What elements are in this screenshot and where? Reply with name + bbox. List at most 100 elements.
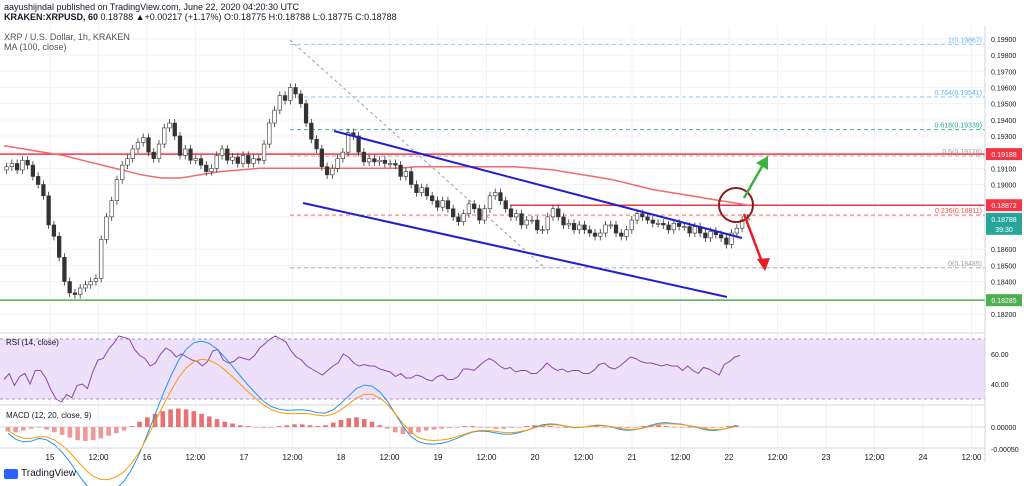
fibonacci-levels: 1(0.19867) 0.764(0.19541) 0.618(0.19339) 0.… (290, 37, 985, 269)
quote-text: 0.18788 ▲+0.00217 (+1.17%) O:0.18775 H:0… (100, 12, 397, 22)
candle-body (529, 219, 535, 222)
candle-body (83, 284, 88, 289)
macd-histogram-bar (292, 424, 297, 427)
macd-histogram-bar (687, 427, 692, 428)
macd-histogram-bar (129, 426, 135, 427)
down-arrow-head (757, 258, 770, 271)
rsi-title: RSI (14, close) (6, 338, 59, 347)
candle-body (277, 95, 282, 111)
macd-histogram-bar (470, 426, 476, 427)
price-tag-bg (986, 199, 1022, 212)
macd-histogram-bar (237, 425, 243, 427)
macd-histogram-bar (168, 409, 173, 427)
candle-body (20, 159, 25, 171)
candle-body (503, 200, 508, 210)
publisher-line: aayushijndal published on TradingView.co… (4, 2, 299, 12)
candle-body (214, 155, 219, 169)
time-tick-label: 12:00 (185, 453, 206, 462)
macd-histogram-bar (408, 427, 414, 435)
candle-body (72, 292, 78, 295)
macd-histogram-bar (524, 426, 530, 427)
macd-histogram-bar (718, 427, 723, 428)
candle-body (582, 224, 587, 231)
time-tick-label: 12:00 (864, 453, 885, 462)
candle-body (603, 224, 608, 234)
candle-body (577, 224, 582, 231)
macd-histogram-bar (447, 427, 452, 428)
time-tick-label: 16 (143, 453, 152, 462)
candle-body (387, 163, 393, 165)
candle-body (314, 138, 319, 150)
up-arrow (742, 156, 768, 199)
time-tick-label: 19 (434, 453, 443, 462)
macd-histogram-bar (710, 427, 716, 428)
candle-body (88, 281, 93, 286)
time-tick-label: 21 (628, 453, 637, 462)
macd-histogram-bar (52, 427, 57, 433)
macd-histogram-bar (338, 419, 344, 427)
macd-histogram-bar (400, 427, 406, 435)
macd-histogram-bar (656, 425, 661, 427)
pane-title: XRP / U.S. Dollar, 1h, KRAKEN (4, 32, 130, 42)
candle-body (430, 195, 435, 201)
macd-histogram-bar (369, 421, 375, 427)
candle-body (545, 216, 550, 231)
down-arrow-shaft (742, 213, 764, 263)
candle-body (340, 151, 345, 159)
macd-histogram-bar (423, 427, 429, 431)
macd-histogram-bar (98, 427, 104, 439)
macd-histogram-bar (532, 425, 538, 427)
candle-body (377, 159, 382, 163)
macd-histogram-bar (385, 427, 390, 429)
candle-body (645, 216, 650, 221)
macd-histogram-bar (431, 427, 437, 430)
ma-legend: MA (100, close) (4, 42, 67, 52)
candle-body (508, 208, 514, 218)
candle-body (251, 158, 256, 164)
candle-body (598, 232, 603, 237)
candle-body (671, 223, 676, 231)
candle-body (14, 163, 20, 171)
candle-body (193, 158, 198, 161)
candle-body (225, 148, 230, 161)
macd-histogram-bar (485, 427, 491, 428)
macd-histogram-bar (392, 427, 398, 433)
candle-body (240, 155, 246, 164)
rsi-tick-label: 40.00 (991, 382, 1009, 389)
macd-histogram-bar (106, 427, 111, 436)
candle-body (640, 213, 645, 218)
price-axis-labels: 0.19900 0.19800 0.19700 0.19600 0.19500 0.194… (991, 37, 1016, 319)
candle-body (67, 281, 72, 294)
candle-body (634, 213, 640, 221)
macd-histogram-bar (268, 427, 274, 428)
macd-tick-label: 0.00000 (991, 425, 1016, 432)
time-tick-label: 22 (725, 453, 734, 462)
tradingview-brand[interactable]: TradingView (4, 468, 76, 479)
candle-body (682, 226, 687, 228)
macd-histogram-bar (478, 427, 483, 428)
candle-body (151, 151, 156, 159)
time-tick-label: 15 (46, 453, 55, 462)
price-tick-label: 0.19100 (991, 166, 1016, 173)
time-axis-labels: 15 12:00 16 12:00 17 12:00 18 12:00 19 12:00 20 12:… (46, 453, 983, 462)
candle-body (246, 155, 251, 164)
candle-body (9, 163, 15, 168)
candle-body (309, 122, 314, 140)
price-tick-label: 0.19600 (991, 85, 1016, 92)
up-arrow-head (756, 156, 768, 170)
candle-body (288, 87, 293, 101)
candle-body (93, 278, 99, 282)
candle-body (282, 95, 288, 101)
candle-body (162, 127, 167, 145)
candle-body (167, 122, 172, 129)
candle-body (587, 229, 592, 234)
macd-histogram-bar (664, 426, 669, 427)
candle-body (235, 156, 240, 164)
fib-level-label: 1(0.19867) (948, 37, 982, 44)
price-tick-label: 0.19400 (991, 118, 1016, 125)
candle-body (461, 213, 466, 223)
macd-histogram-bar (284, 425, 290, 427)
time-tick-label: 23 (822, 453, 831, 462)
price-tick-label: 0.19700 (991, 69, 1016, 76)
